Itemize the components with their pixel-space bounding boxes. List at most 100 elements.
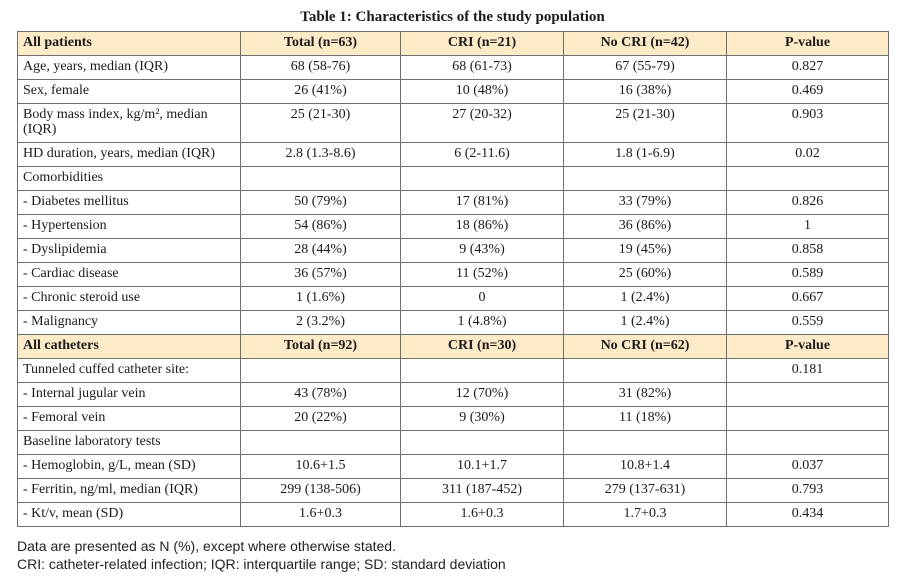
table-notes: Data are presented as N (%), except wher… [17,537,506,573]
value-cell: 25 (21-30) [240,103,401,143]
row-label-cell: Tunneled cuffed catheter site: [17,358,241,383]
value-cell: 0.903 [726,103,889,143]
value-cell: 0.02 [726,142,889,167]
table-header-row: All catheters Total (n=92) CRI (n=30) No CR… [17,334,889,359]
value-cell: 27 (20-32) [400,103,564,143]
value-cell: 54 (86%) [240,214,401,239]
value-cell: Total (n=63) [240,31,401,56]
value-cell: 11 (52%) [400,262,564,287]
row-label-cell: All catheters [17,334,241,359]
value-cell: 0.434 [726,502,889,527]
value-cell: 0.793 [726,478,889,503]
table-caption: Table 1: Characteristics of the study po… [300,9,605,25]
table-row: Sex, female 26 (41%) 10 (48%) 16 (38%) 0.469 [17,79,889,104]
value-cell: 28 (44%) [240,238,401,263]
value-cell [240,166,401,191]
value-cell [400,358,564,383]
value-cell: 1.6+0.3 [240,502,401,527]
value-cell [563,166,727,191]
value-cell: 33 (79%) [563,190,727,215]
value-cell: No CRI (n=42) [563,31,727,56]
value-cell: 9 (30%) [400,406,564,431]
value-cell [400,430,564,455]
row-label-cell: Baseline laboratory tests [17,430,241,455]
table-row: - Hemoglobin, g/L, mean (SD) 10.6+1.5 10.1… [17,454,889,479]
value-cell: 6 (2-11.6) [400,142,564,167]
value-cell [726,406,889,431]
value-cell: 50 (79%) [240,190,401,215]
row-label-cell: - Diabetes mellitus [17,190,241,215]
table-row: Age, years, median (IQR) 68 (58-76) 68 (61… [17,55,889,80]
value-cell: 18 (86%) [400,214,564,239]
table-row: - Diabetes mellitus 50 (79%) 17 (81%) 33 (7… [17,190,889,215]
value-cell: 10 (48%) [400,79,564,104]
value-cell: 2 (3.2%) [240,310,401,335]
value-cell: 17 (81%) [400,190,564,215]
note-abbreviations: CRI: catheter-related infection; IQR: in… [17,556,506,572]
value-cell: 0.858 [726,238,889,263]
value-cell: 26 (41%) [240,79,401,104]
characteristics-table: All patients Total (n=63) CRI (n=21) No CRI… [17,31,889,527]
value-cell: 36 (86%) [563,214,727,239]
row-label-cell: - Malignancy [17,310,241,335]
value-cell [726,430,889,455]
table-header-row: All patients Total (n=63) CRI (n=21) No CRI… [17,31,889,56]
row-label-cell: Body mass index, kg/m², median (IQR) [17,103,241,143]
row-label-cell: - Femoral vein [17,406,241,431]
value-cell: 1 (1.6%) [240,286,401,311]
value-cell: 2.8 (1.3-8.6) [240,142,401,167]
value-cell: 31 (82%) [563,382,727,407]
row-label-cell: Comorbidities [17,166,241,191]
value-cell: 1 (2.4%) [563,286,727,311]
row-label-cell: - Hypertension [17,214,241,239]
value-cell: 25 (21-30) [563,103,727,143]
table-row: - Malignancy 2 (3.2%) 1 (4.8%) 1 (2.4%) 0.55… [17,310,889,335]
table-row: - Dyslipidemia 28 (44%) 9 (43%) 19 (45%) 0.8… [17,238,889,263]
value-cell [400,166,564,191]
value-cell: 1 (2.4%) [563,310,727,335]
value-cell: 0.559 [726,310,889,335]
table-row: - Hypertension 54 (86%) 18 (86%) 36 (86%) 1 [17,214,889,239]
value-cell: 279 (137-631) [563,478,727,503]
table-row: Body mass index, kg/m², median (IQR) 25 (… [17,103,889,143]
row-label-cell: - Kt/v, mean (SD) [17,502,241,527]
row-label-cell: Age, years, median (IQR) [17,55,241,80]
row-label-cell: - Ferritin, ng/ml, median (IQR) [17,478,241,503]
value-cell: 0.469 [726,79,889,104]
table-row: - Femoral vein 20 (22%) 9 (30%) 11 (18%) [17,406,889,431]
row-label-cell: - Cardiac disease [17,262,241,287]
value-cell: 1.6+0.3 [400,502,564,527]
table-row: Baseline laboratory tests [17,430,889,455]
value-cell: 11 (18%) [563,406,727,431]
table-row: HD duration, years, median (IQR) 2.8 (1.3… [17,142,889,167]
table-row: Comorbidities [17,166,889,191]
value-cell [726,166,889,191]
table-body: All patients Total (n=63) CRI (n=21) No CRI… [17,31,889,527]
table-row: - Internal jugular vein 43 (78%) 12 (70%) 3… [17,382,889,407]
row-label-cell: HD duration, years, median (IQR) [17,142,241,167]
note-data-presentation: Data are presented as N (%), except wher… [17,538,396,554]
value-cell: 9 (43%) [400,238,564,263]
value-cell: 43 (78%) [240,382,401,407]
value-cell: 68 (61-73) [400,55,564,80]
value-cell: 0.037 [726,454,889,479]
value-cell: 10.6+1.5 [240,454,401,479]
value-cell: 10.8+1.4 [563,454,727,479]
value-cell: 16 (38%) [563,79,727,104]
value-cell: 0.589 [726,262,889,287]
table-row: Tunneled cuffed catheter site: 0.181 [17,358,889,383]
value-cell: 0 [400,286,564,311]
value-cell: 20 (22%) [240,406,401,431]
table-row: - Chronic steroid use 1 (1.6%) 0 1 (2.4%) 0.… [17,286,889,311]
value-cell: 299 (138-506) [240,478,401,503]
value-cell [563,358,727,383]
value-cell: 19 (45%) [563,238,727,263]
value-cell [240,430,401,455]
value-cell: 0.181 [726,358,889,383]
value-cell [240,358,401,383]
value-cell: 36 (57%) [240,262,401,287]
value-cell: 1.8 (1-6.9) [563,142,727,167]
row-label-cell: All patients [17,31,241,56]
value-cell: P-value [726,31,889,56]
table-row: - Kt/v, mean (SD) 1.6+0.3 1.6+0.3 1.7+0.3 0.… [17,502,889,527]
